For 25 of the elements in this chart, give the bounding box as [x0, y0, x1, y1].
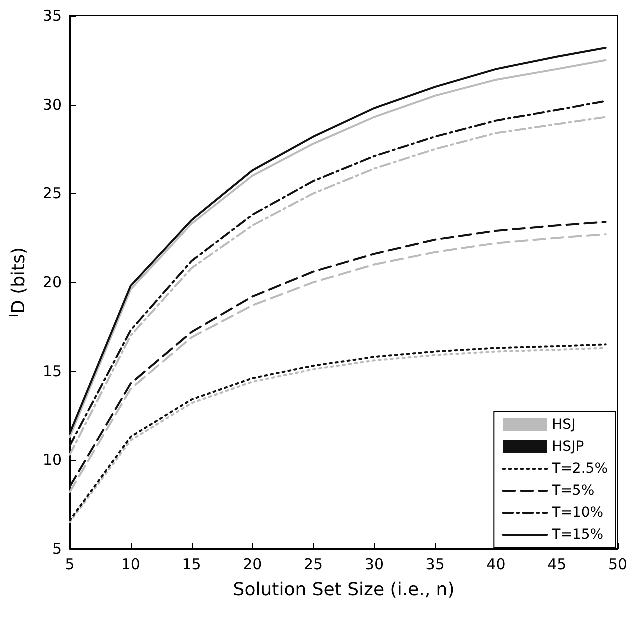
x-tick-label: 50 [608, 556, 628, 574]
x-tick-label: 35 [426, 556, 445, 574]
x-axis-title: Solution Set Size (i.e., n) [233, 580, 455, 600]
y-tick-label: 35 [42, 7, 62, 25]
y-tick-label: 5 [52, 540, 62, 558]
x-tick-label: 10 [121, 556, 140, 574]
x-tick-label: 30 [364, 556, 384, 574]
legend-label: T=15% [551, 527, 604, 543]
x-tick-label: 40 [486, 556, 506, 574]
legend-label: T=10% [551, 505, 604, 521]
x-tick-label: 5 [65, 556, 75, 574]
y-tick-label: 30 [42, 96, 62, 114]
x-tick-label: 45 [548, 556, 567, 574]
y-tick-label: 15 [42, 362, 62, 380]
y-tick-label: 20 [42, 274, 62, 292]
legend-label: HSJ [552, 417, 576, 433]
legend-label: HSJP [552, 439, 584, 455]
y-axis-title: ID (bits) [7, 247, 30, 318]
x-tick-label: 15 [182, 556, 202, 574]
x-tick-label: 25 [304, 556, 324, 574]
y-tick-label: 25 [42, 184, 62, 203]
y-tick-label: 10 [42, 451, 62, 470]
x-tick-label: 20 [243, 556, 262, 574]
legend-label: T=5% [551, 483, 595, 499]
legend-label: T=2.5% [551, 461, 608, 477]
